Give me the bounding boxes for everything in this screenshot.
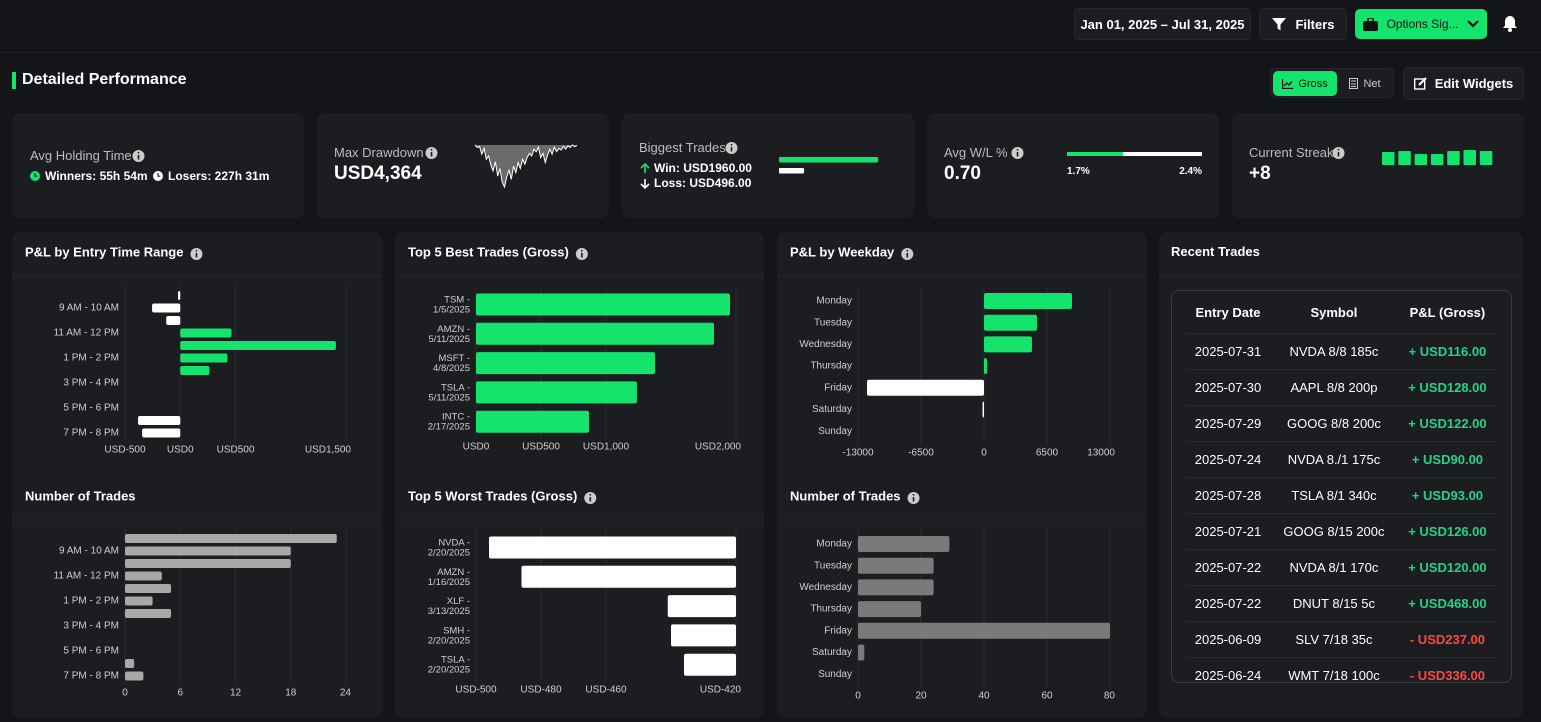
kpi-value: +8 xyxy=(1249,163,1271,184)
section-title: Detailed Performance xyxy=(22,71,187,88)
cell: 2025-07-31 xyxy=(1186,333,1271,370)
account-button[interactable]: Options Sig... xyxy=(1355,9,1487,39)
column-header: Symbol xyxy=(1270,291,1398,334)
kpi-label: Avg Holding Time xyxy=(30,148,132,163)
trade-row[interactable]: 2025-07-22 NVDA 8/1 170c + USD120.00 xyxy=(1186,549,1497,586)
gross-toggle[interactable]: Gross xyxy=(1273,71,1337,96)
trade-row[interactable]: 2025-07-30 AAPL 8/8 200p + USD128.00 xyxy=(1186,369,1497,406)
table: Entry Date Symbol P&L (Gross) 2025-07-31 NVD… xyxy=(1186,291,1497,693)
net-toggle[interactable]: Net xyxy=(1340,71,1390,96)
kpi-label: Current Streak xyxy=(1249,145,1334,160)
date-range-button[interactable]: Jan 01, 2025 – Jul 31, 2025 xyxy=(1074,8,1251,40)
kpi-label: Max Drawdown xyxy=(334,145,424,160)
cell: WMT 7/18 100c xyxy=(1288,668,1380,683)
pnl-cell: - USD237.00 xyxy=(1397,621,1497,658)
chart-card xyxy=(777,232,1146,718)
pnl-cell: + USD126.00 xyxy=(1397,513,1497,550)
cell: GOOG 8/8 200c xyxy=(1270,405,1398,442)
cell: GOOG 8/15 200c xyxy=(1270,513,1398,550)
pnl-cell: + USD90.00 xyxy=(1397,441,1497,478)
briefcase-icon xyxy=(1363,17,1379,31)
gross-label: Gross xyxy=(1298,77,1328,90)
chart-card xyxy=(12,232,382,718)
cell: NVDA 8/8 185c xyxy=(1270,333,1398,370)
column-header: Entry Date xyxy=(1186,291,1271,334)
filters-button[interactable]: Filters xyxy=(1259,8,1347,40)
cell: TSLA 8/1 340c xyxy=(1270,477,1398,514)
pnl-cell: + USD122.00 xyxy=(1397,405,1497,442)
kpi-card xyxy=(12,113,304,218)
pnl-cell: + USD128.00 xyxy=(1397,369,1497,406)
pnl-cell: + USD116.00 xyxy=(1397,333,1497,370)
kpi-label: Biggest Trades xyxy=(639,140,726,155)
kpi-value: USD4,364 xyxy=(334,163,422,184)
trade-row[interactable]: 2025-07-31 NVDA 8/8 185c + USD116.00 xyxy=(1186,333,1497,370)
cell: NVDA 8./1 175c xyxy=(1270,441,1398,478)
date-range: Jan 01, 2025 – Jul 31, 2025 xyxy=(1080,16,1245,32)
edit-widgets-label: Edit Widgets xyxy=(1434,76,1514,91)
trade-row[interactable]: 2025-06-09 SLV 7/18 35c - USD237.00 xyxy=(1186,621,1497,658)
net-label: Net xyxy=(1363,77,1381,90)
cell: 2025-07-22 xyxy=(1186,549,1271,586)
cell: SLV 7/18 35c xyxy=(1270,621,1398,658)
chevron-icon xyxy=(1466,20,1479,28)
kpi-card xyxy=(622,113,914,218)
header-row: Entry Date Symbol P&L (Gross) xyxy=(1186,291,1497,334)
edit-widgets-button[interactable]: Edit Widgets xyxy=(1403,67,1524,100)
cell: 2025-07-21 xyxy=(1186,513,1271,550)
chart-card xyxy=(395,232,764,718)
column-header: P&L (Gross) xyxy=(1397,291,1497,334)
trade-row[interactable]: 2025-07-29 GOOG 8/8 200c + USD122.00 xyxy=(1186,405,1497,442)
pnl-cell: + USD93.00 xyxy=(1397,477,1497,514)
table-body: 2025-07-31 NVDA 8/8 185c + USD116.00 2025-0… xyxy=(1186,333,1497,694)
card-divider xyxy=(1159,276,1523,277)
trade-row[interactable]: 2025-07-22 DNUT 8/15 5c + USD468.00 xyxy=(1186,585,1497,622)
loss-pct-label: 2.4% xyxy=(1179,166,1202,177)
trade-row[interactable]: 2025-06-24 WMT 7/18 100c - USD336.00 xyxy=(1186,658,1497,694)
calc-icon xyxy=(1349,78,1359,89)
trade-row[interactable]: 2025-07-21 GOOG 8/15 200c + USD126.00 xyxy=(1186,513,1497,550)
biggest-loss: Loss: USD496.00 xyxy=(654,176,752,190)
pnl-cell: + USD468.00 xyxy=(1397,585,1497,622)
kpi-label: Avg W/L % xyxy=(944,145,1008,160)
trade-row[interactable]: 2025-07-24 NVDA 8./1 175c + USD90.00 xyxy=(1186,441,1497,478)
cell: DNUT 8/15 5c xyxy=(1270,585,1398,622)
account-label: Options Sig... xyxy=(1386,17,1459,31)
edit-icon xyxy=(1413,77,1427,90)
chart-icon xyxy=(1282,78,1294,89)
winners-time: Winners: 55h 54m xyxy=(45,169,148,183)
pnl-cell: + USD120.00 xyxy=(1397,549,1497,586)
biggest-win: Win: USD1960.00 xyxy=(654,161,752,175)
header-divider xyxy=(0,52,1541,53)
cell: 2025-07-30 xyxy=(1186,369,1271,406)
pnl-cell: - USD336.00 xyxy=(1409,668,1486,683)
cell: AAPL 8/8 200p xyxy=(1270,369,1398,406)
cell: 2025-07-28 xyxy=(1186,477,1271,514)
losers-time: Losers: 227h 31m xyxy=(168,169,270,183)
kpi-card xyxy=(927,113,1219,218)
bell-icon[interactable] xyxy=(1502,15,1518,32)
filter-icon xyxy=(1272,18,1287,31)
recent-trades-title: Recent Trades xyxy=(1171,244,1260,259)
win-pct-label: 1.7% xyxy=(1067,166,1090,177)
cell: 2025-07-24 xyxy=(1186,441,1271,478)
cell: NVDA 8/1 170c xyxy=(1270,549,1398,586)
cell: 2025-07-22 xyxy=(1186,585,1271,622)
kpi-card xyxy=(1232,113,1524,218)
kpi-value: 0.70 xyxy=(944,163,981,184)
recent-trades-table: Entry Date Symbol P&L (Gross) 2025-07-31 NVD… xyxy=(1171,290,1512,683)
cell: 2025-07-29 xyxy=(1186,405,1271,442)
section-accent xyxy=(12,72,16,89)
cell: 2025-06-24 xyxy=(1194,668,1262,683)
cell: 2025-06-09 xyxy=(1186,621,1271,658)
trade-row[interactable]: 2025-07-28 TSLA 8/1 340c + USD93.00 xyxy=(1186,477,1497,514)
filters-label: Filters xyxy=(1295,16,1335,32)
